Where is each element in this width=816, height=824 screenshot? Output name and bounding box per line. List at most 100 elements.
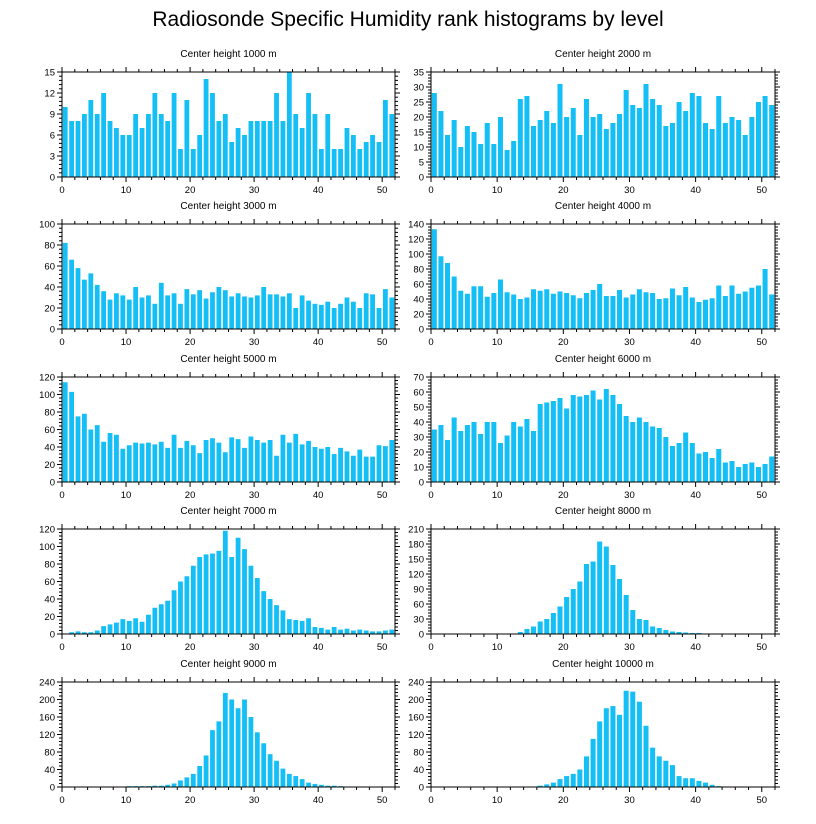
y-tick-label: 0 bbox=[50, 173, 55, 184]
bar bbox=[120, 295, 126, 329]
x-tick-label: 10 bbox=[121, 490, 132, 501]
bar bbox=[242, 447, 247, 483]
bar bbox=[458, 147, 464, 177]
bar bbox=[636, 619, 642, 634]
bar bbox=[389, 629, 395, 635]
bar bbox=[190, 294, 196, 329]
panel-title: Center height 5000 m bbox=[180, 354, 276, 365]
x-tick-label: 10 bbox=[492, 185, 503, 196]
bar bbox=[101, 93, 107, 177]
bar bbox=[75, 416, 81, 483]
bar bbox=[363, 142, 369, 177]
bar bbox=[286, 293, 292, 329]
bar bbox=[703, 452, 709, 482]
bar bbox=[643, 725, 649, 787]
x-tick-label: 40 bbox=[313, 642, 324, 653]
y-tick-label: 70 bbox=[413, 373, 424, 384]
bar bbox=[312, 783, 318, 787]
bar bbox=[464, 293, 470, 329]
bar bbox=[114, 622, 119, 635]
bar bbox=[293, 433, 299, 483]
y-tick-label: 12 bbox=[44, 89, 55, 100]
y-tick-label: 40 bbox=[44, 443, 55, 454]
panel-7: Center height 7000 m 0 10 20 30 40 50 0 20 40 60 80… bbox=[39, 506, 400, 653]
bar bbox=[306, 300, 311, 329]
panel-title: Center height 2000 m bbox=[555, 49, 651, 60]
bar bbox=[617, 404, 623, 482]
bar bbox=[197, 135, 203, 177]
bar bbox=[669, 765, 675, 788]
x-tick-label: 0 bbox=[59, 490, 64, 501]
bar bbox=[242, 135, 247, 177]
bar bbox=[184, 777, 190, 788]
bar bbox=[133, 287, 139, 329]
x-tick-label: 0 bbox=[428, 490, 433, 501]
bar bbox=[676, 776, 682, 787]
bar bbox=[203, 298, 209, 329]
y-tick-label: 0 bbox=[419, 173, 424, 184]
bar bbox=[382, 446, 388, 483]
bar bbox=[736, 120, 742, 177]
y-tick-label: 120 bbox=[408, 235, 424, 246]
bar bbox=[663, 126, 669, 177]
bar bbox=[583, 395, 589, 482]
bar bbox=[676, 295, 682, 329]
bar bbox=[382, 100, 388, 177]
y-tick-label: 60 bbox=[413, 600, 424, 611]
panel-title: Center height 7000 m bbox=[180, 506, 276, 517]
bar bbox=[190, 773, 196, 788]
bar bbox=[357, 449, 363, 483]
bar bbox=[683, 432, 689, 482]
bar bbox=[696, 453, 702, 482]
bar bbox=[280, 121, 286, 177]
y-tick-label: 90 bbox=[413, 585, 424, 596]
bar bbox=[689, 297, 695, 329]
bar bbox=[376, 308, 382, 329]
bar bbox=[650, 99, 656, 177]
bar bbox=[178, 581, 183, 634]
bar bbox=[312, 447, 318, 482]
bar bbox=[617, 290, 623, 329]
bar bbox=[165, 600, 171, 634]
x-tick-label: 0 bbox=[428, 642, 433, 653]
bar bbox=[235, 293, 241, 329]
x-tick-label: 0 bbox=[59, 337, 64, 348]
y-tick-label: 10 bbox=[413, 143, 424, 154]
x-tick-label: 20 bbox=[185, 490, 196, 501]
bar bbox=[363, 456, 369, 483]
bar bbox=[769, 294, 775, 329]
bar bbox=[544, 619, 550, 634]
x-tick-label: 20 bbox=[558, 490, 569, 501]
bar bbox=[338, 629, 343, 635]
bar bbox=[325, 301, 331, 329]
y-tick-label: 210 bbox=[408, 525, 424, 536]
bar bbox=[88, 632, 94, 634]
bar bbox=[531, 289, 537, 329]
bar bbox=[274, 605, 279, 635]
bar bbox=[114, 293, 119, 329]
bar bbox=[184, 100, 190, 177]
y-tick-label: 200 bbox=[39, 695, 55, 706]
bar bbox=[603, 389, 609, 482]
plot-frame bbox=[430, 528, 776, 635]
bar bbox=[152, 444, 158, 483]
y-tick-label: 0 bbox=[50, 478, 55, 489]
bar bbox=[267, 121, 273, 177]
bar bbox=[299, 128, 305, 177]
bar bbox=[636, 108, 642, 177]
bar bbox=[491, 293, 497, 329]
bar bbox=[716, 285, 722, 329]
bar bbox=[577, 298, 583, 329]
y-tick-label: 40 bbox=[413, 765, 424, 776]
bar bbox=[325, 114, 331, 177]
bar bbox=[683, 111, 689, 177]
bar bbox=[544, 402, 550, 482]
bar bbox=[350, 135, 356, 177]
y-tick-label: 40 bbox=[44, 283, 55, 294]
bar bbox=[590, 738, 596, 788]
bar bbox=[445, 135, 451, 177]
bar bbox=[544, 289, 550, 329]
y-tick-label: 120 bbox=[408, 730, 424, 741]
bar bbox=[286, 619, 292, 635]
